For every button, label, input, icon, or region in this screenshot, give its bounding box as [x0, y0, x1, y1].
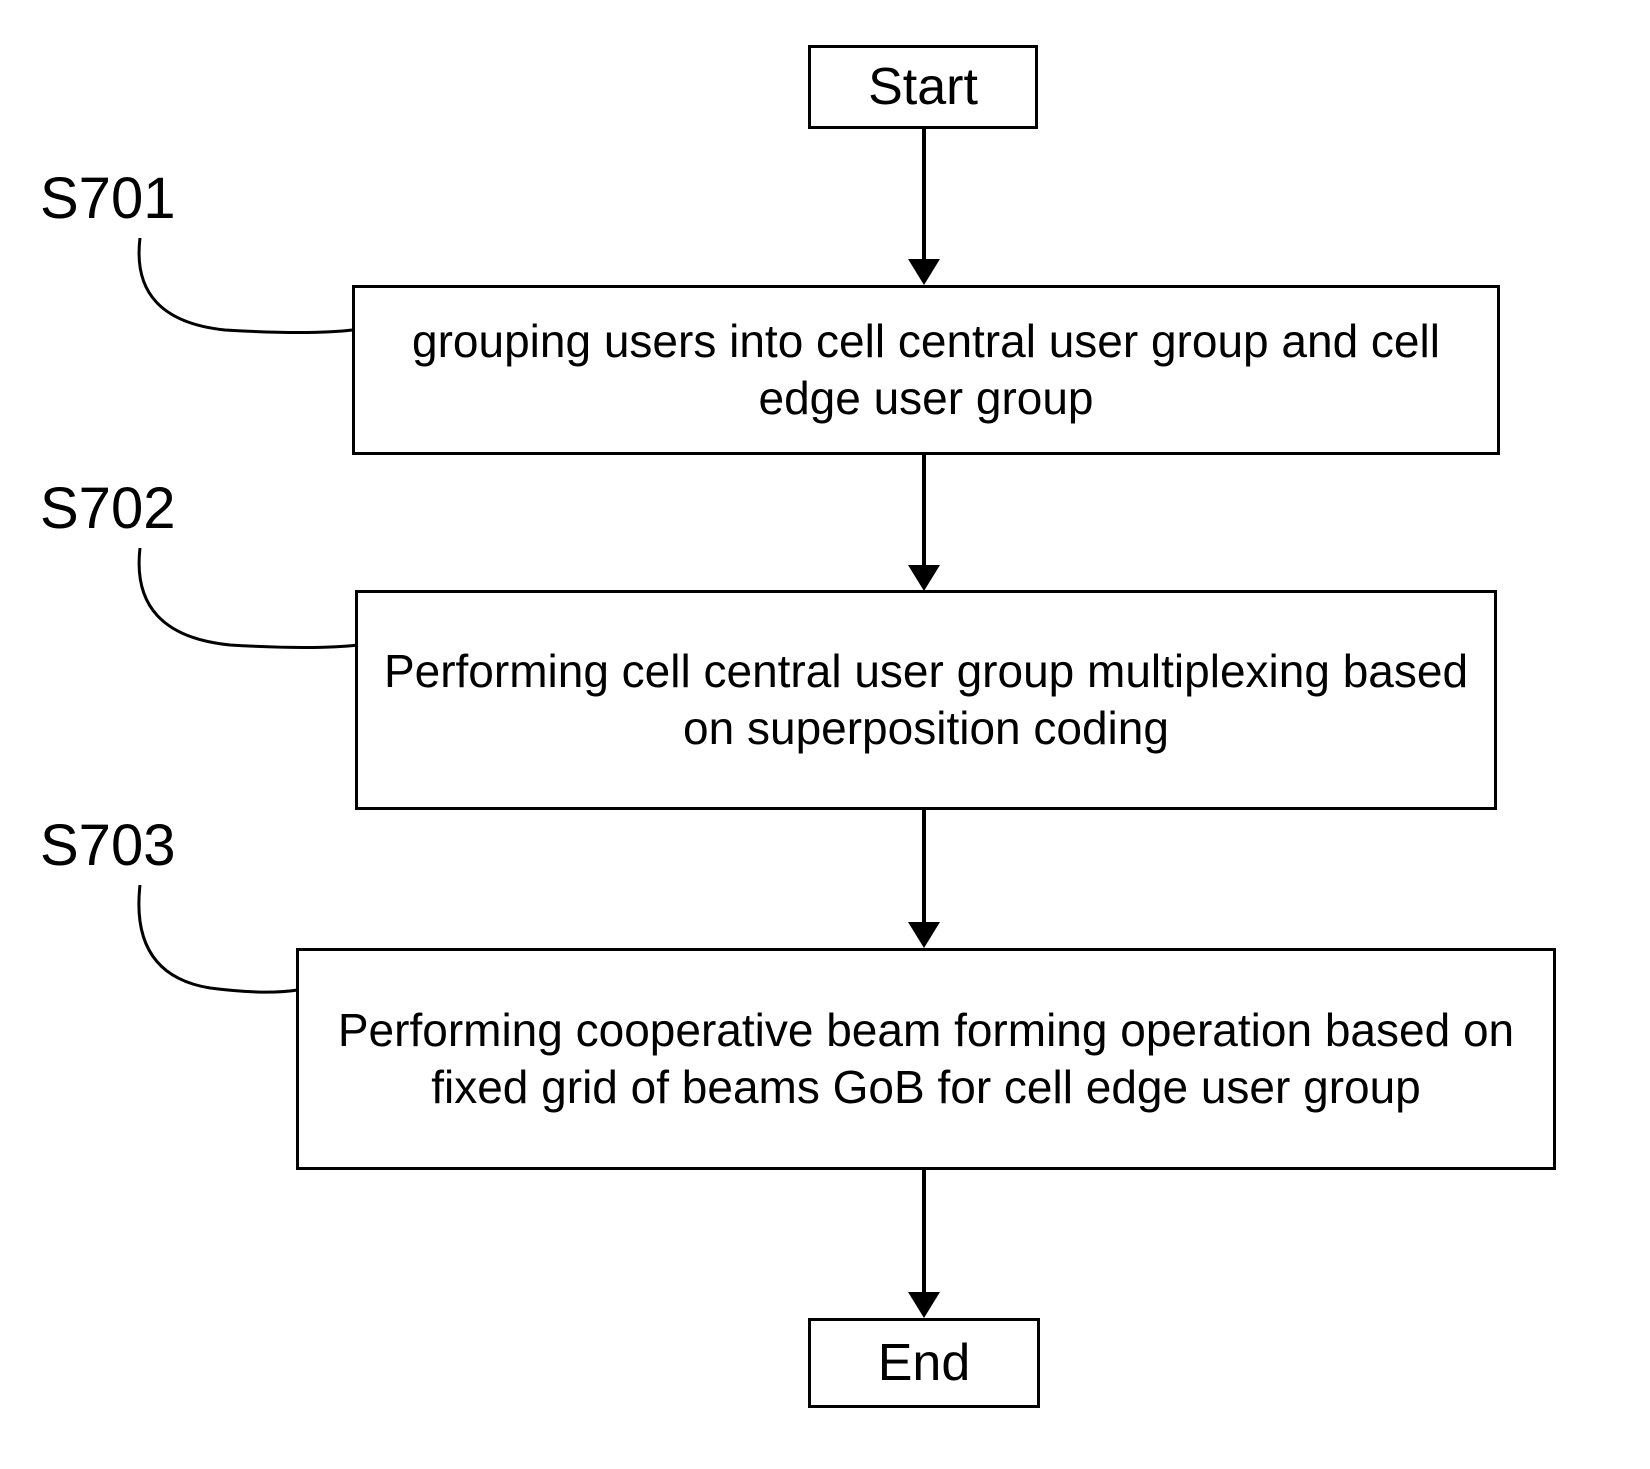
end-text: End: [878, 1331, 971, 1396]
label-s703: S703: [40, 812, 175, 879]
s701-text: grouping users into cell central user gr…: [379, 313, 1473, 428]
process-s703: Performing cooperative beam forming oper…: [296, 948, 1556, 1170]
start-text: Start: [868, 55, 978, 120]
process-s702: Performing cell central user group multi…: [355, 590, 1497, 810]
label-s701: S701: [40, 165, 175, 232]
end-node: End: [808, 1318, 1040, 1408]
label-s703-text: S703: [40, 813, 175, 878]
start-node: Start: [808, 45, 1038, 129]
label-s702-text: S702: [40, 476, 175, 541]
process-s701: grouping users into cell central user gr…: [352, 285, 1500, 455]
callout-curve-s702: [0, 0, 400, 700]
flowchart-container: Start grouping users into cell central u…: [0, 0, 1650, 1469]
label-s701-text: S701: [40, 166, 175, 231]
s702-text: Performing cell central user group multi…: [382, 643, 1470, 758]
label-s702: S702: [40, 475, 175, 542]
s703-text: Performing cooperative beam forming oper…: [323, 1002, 1529, 1117]
